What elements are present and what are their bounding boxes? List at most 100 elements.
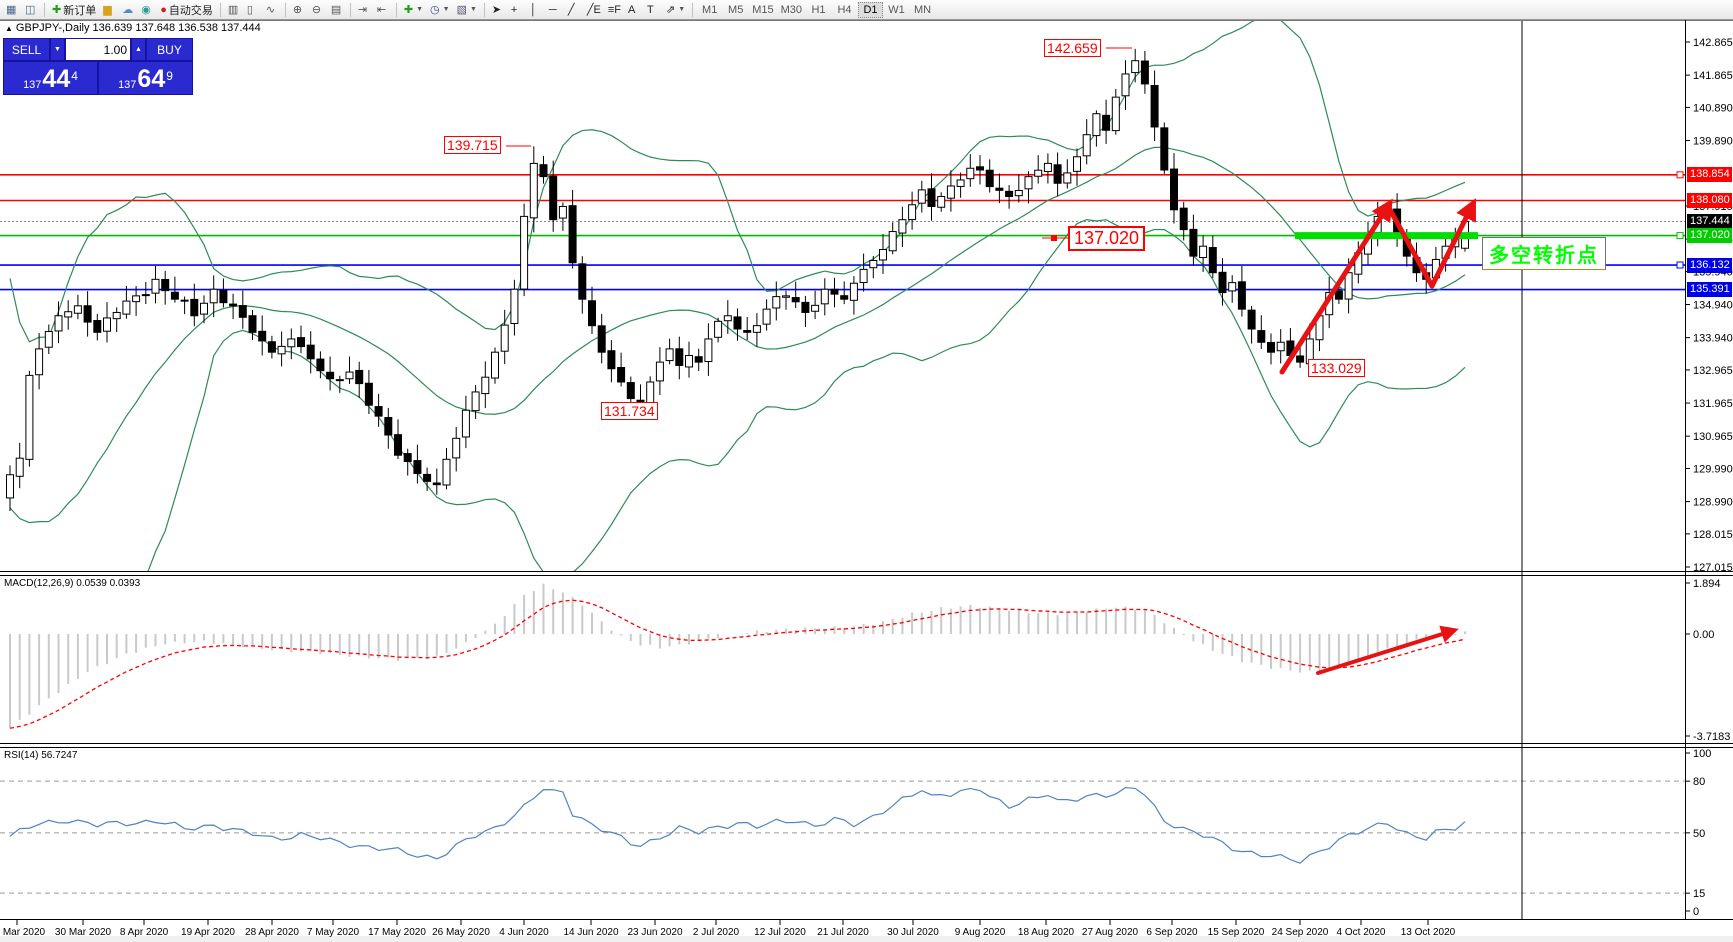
- date-label[interactable]: 8 Apr 2020: [120, 927, 169, 938]
- text-label-button[interactable]: T: [644, 1, 662, 18]
- trendline-button[interactable]: ╱: [565, 1, 583, 18]
- macd-arrow[interactable]: [1316, 625, 1459, 675]
- date-label[interactable]: 4 Oct 2020: [1337, 927, 1386, 938]
- signals-button[interactable]: ◉: [138, 1, 156, 18]
- date-label[interactable]: 2 Jul 2020: [693, 927, 740, 938]
- rsi-panel[interactable]: [0, 780, 1685, 894]
- timeframe-m30[interactable]: M30: [778, 2, 805, 18]
- hline-handle[interactable]: [1676, 171, 1684, 179]
- market-button[interactable]: ▆: [100, 1, 118, 18]
- templates-button[interactable]: ▧ ▼: [454, 1, 480, 18]
- cursor-button[interactable]: ➤: [489, 1, 507, 18]
- buy-pip-fraction: 9: [166, 69, 173, 83]
- line-chart-type-button[interactable]: ∿: [263, 1, 281, 18]
- timeframe-m5[interactable]: M5: [723, 2, 748, 18]
- collapse-icon[interactable]: ▲: [5, 24, 13, 33]
- sell-button[interactable]: SELL: [3, 38, 50, 61]
- date-label[interactable]: 26 May 2020: [432, 927, 490, 938]
- horizontal-line-button[interactable]: ─: [546, 1, 564, 18]
- auto-scroll-button[interactable]: ⇥: [355, 1, 373, 18]
- buy-price-button[interactable]: 137 64 9: [98, 61, 193, 95]
- label-anchor-handle[interactable]: [1051, 235, 1057, 241]
- timeframe-h1[interactable]: H1: [806, 2, 831, 18]
- text-button[interactable]: A: [625, 1, 643, 18]
- candlestick-type-button[interactable]: ▯: [244, 1, 262, 18]
- timeframe-d1[interactable]: D1: [858, 1, 883, 18]
- date-label[interactable]: 13 Oct 2020: [1401, 927, 1456, 938]
- date-label[interactable]: 23 Jun 2020: [627, 927, 682, 938]
- crosshair-button[interactable]: +: [508, 1, 526, 18]
- indicators-button[interactable]: ✚ ▼: [401, 1, 426, 18]
- volume-input[interactable]: [65, 38, 131, 61]
- buy-button[interactable]: BUY: [146, 38, 193, 61]
- timeframe-m1[interactable]: M1: [697, 2, 722, 18]
- volume-decrease-button[interactable]: ▼: [50, 38, 65, 61]
- price-line-label-136.132: 136.132: [1687, 257, 1732, 273]
- price-tick: 130.965: [1693, 431, 1733, 443]
- new-chart-button[interactable]: ▦: [3, 1, 21, 18]
- price-tag-133029[interactable]: 133.029: [1308, 359, 1365, 377]
- macd-panel[interactable]: [9, 583, 1466, 729]
- date-label[interactable]: 30 Jul 2020: [887, 927, 939, 938]
- toolbar-separator: [284, 2, 286, 17]
- zoom-out-button[interactable]: ⊖: [309, 1, 327, 18]
- bull-arrow-2[interactable]: [1429, 198, 1476, 289]
- timeframe-mn[interactable]: MN: [910, 2, 935, 18]
- rsi-tick: 100: [1693, 748, 1711, 760]
- timeframe-h4[interactable]: H4: [832, 2, 857, 18]
- signals-icon: ◉: [141, 3, 151, 16]
- price-tick: 139.890: [1693, 136, 1733, 148]
- date-label[interactable]: 20 Mar 2020: [0, 927, 46, 938]
- fibonacci-button[interactable]: ≡F: [605, 1, 624, 18]
- price-tag-137020[interactable]: 137.020: [1068, 226, 1146, 251]
- date-label[interactable]: 17 May 2020: [368, 927, 426, 938]
- chevron-down-icon: ▼: [469, 6, 477, 13]
- vertical-line-button[interactable]: │: [527, 1, 545, 18]
- sell-big-figure: 137: [23, 79, 42, 91]
- bull-arrow-1[interactable]: [1279, 198, 1393, 375]
- pullback-leg[interactable]: [1385, 203, 1435, 289]
- date-label[interactable]: 6 Sep 2020: [1146, 927, 1198, 938]
- price-tick: 131.965: [1693, 398, 1733, 410]
- date-label[interactable]: 28 Apr 2020: [245, 927, 299, 938]
- date-label[interactable]: 9 Aug 2020: [955, 927, 1006, 938]
- date-label[interactable]: 30 Mar 2020: [55, 927, 112, 938]
- data-window-button[interactable]: ◫: [22, 1, 40, 18]
- price-tag-142659[interactable]: 142.659: [1044, 39, 1101, 57]
- date-label[interactable]: 18 Aug 2020: [1018, 927, 1075, 938]
- toolbar-separator: [692, 2, 694, 17]
- main-chart-panel[interactable]: [0, 16, 1685, 737]
- date-label[interactable]: 15 Sep 2020: [1208, 927, 1265, 938]
- new-order-button[interactable]: ✚ 新订单: [49, 1, 99, 18]
- chart-shift-button[interactable]: ⇤: [374, 1, 392, 18]
- turning-point-note[interactable]: 多空转折点: [1482, 237, 1606, 270]
- date-label[interactable]: 24 Sep 2020: [1272, 927, 1329, 938]
- bar-chart-type-button[interactable]: ▥: [225, 1, 243, 18]
- price-tag-131734[interactable]: 131.734: [601, 402, 658, 420]
- mql5-cloud-button[interactable]: ☁: [119, 1, 137, 18]
- date-label[interactable]: 7 May 2020: [307, 927, 360, 938]
- date-label[interactable]: 19 Apr 2020: [181, 927, 235, 938]
- date-label[interactable]: 12 Jul 2020: [754, 927, 806, 938]
- date-label[interactable]: 14 Jun 2020: [563, 927, 618, 938]
- hline-handle[interactable]: [1676, 261, 1684, 269]
- timeframe-w1[interactable]: W1: [884, 2, 909, 18]
- price-line-label-138.080: 138.080: [1687, 192, 1732, 208]
- sell-price-button[interactable]: 137 44 4: [3, 61, 98, 95]
- price-line-label-137.020: 137.020: [1687, 228, 1732, 244]
- periods-button[interactable]: ◷ ▼: [427, 1, 453, 18]
- zoom-in-button[interactable]: ⊕: [290, 1, 308, 18]
- hline-handle[interactable]: [1676, 232, 1684, 240]
- auto-trading-button[interactable]: ● 自动交易: [157, 1, 216, 18]
- date-label[interactable]: 27 Aug 2020: [1082, 927, 1139, 938]
- date-label[interactable]: 4 Jun 2020: [499, 927, 549, 938]
- arrows-button[interactable]: ⇗ ▼: [663, 1, 688, 18]
- volume-increase-button[interactable]: ▲: [131, 38, 146, 61]
- price-tick: 141.865: [1693, 70, 1733, 82]
- tile-windows-button[interactable]: ▤: [328, 1, 346, 18]
- date-label[interactable]: 21 Jul 2020: [817, 927, 869, 938]
- equidistant-channel-button[interactable]: ╱E: [584, 1, 604, 18]
- price-tag-139715[interactable]: 139.715: [444, 136, 501, 154]
- timeframe-m15[interactable]: M15: [749, 2, 776, 18]
